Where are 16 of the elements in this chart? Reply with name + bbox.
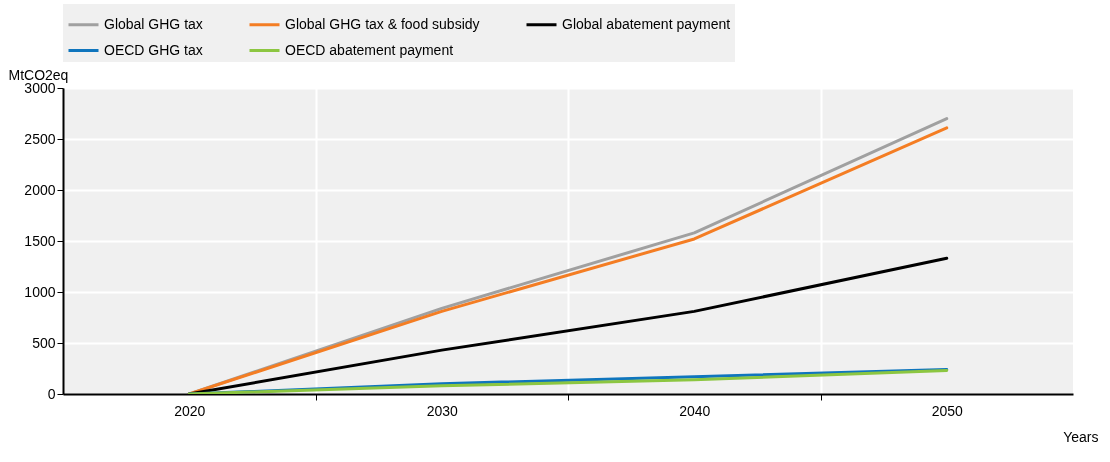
y-tick-label: 0	[47, 385, 56, 402]
x-axis-title: Years	[1063, 428, 1099, 445]
x-tick-label: 2030	[426, 402, 459, 419]
legend-label: Global GHG tax & food subsidy	[285, 15, 480, 32]
x-tick-label: 2050	[931, 402, 964, 419]
y-tick-label: 500	[32, 334, 56, 351]
legend-label: OECD abatement payment	[285, 41, 454, 58]
legend-label: Global GHG tax	[104, 15, 203, 32]
y-tick-label: 2500	[24, 130, 56, 147]
y-tick-label: 1500	[24, 232, 56, 249]
y-tick-label: 1000	[24, 283, 56, 300]
x-tick-label: 2020	[174, 402, 206, 419]
legend-label: OECD GHG tax	[104, 41, 203, 58]
y-tick-label: 2000	[24, 181, 56, 198]
legend-label: Global abatement payment	[562, 15, 731, 32]
x-tick-label: 2040	[679, 402, 711, 419]
